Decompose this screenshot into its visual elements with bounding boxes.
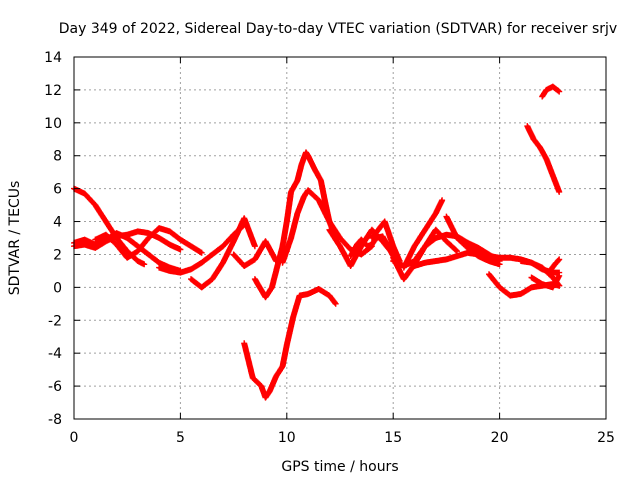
x-axis-label: GPS time / hours <box>281 459 398 475</box>
grid-layer <box>74 57 606 419</box>
series-markers <box>241 286 339 401</box>
series-markers <box>188 215 258 291</box>
tick-layer: 0 5 10 15 20 25 -8 -6 -4 -2 0 2 4 6 8 10 12 14 <box>44 50 615 446</box>
y-axis-label: SDTVAR / TECUs <box>7 181 23 296</box>
chart-title: Day 349 of 2022, Sidereal Day-to-day VTE… <box>59 21 617 37</box>
x-tick-label: 25 <box>597 430 615 446</box>
series-track-25 <box>524 123 563 195</box>
series-track-26 <box>539 83 563 100</box>
y-tick-label: -4 <box>48 346 62 362</box>
series-markers <box>390 226 460 283</box>
series-track-9 <box>241 286 339 401</box>
y-tick-label: 10 <box>44 116 62 132</box>
y-tick-label: 8 <box>53 149 62 165</box>
series-track-23 <box>528 272 563 291</box>
y-tick-label: 12 <box>44 83 62 99</box>
series-track-8 <box>251 243 286 301</box>
y-tick-label: -6 <box>48 379 62 395</box>
y-tick-label: -8 <box>48 412 62 428</box>
y-tick-label: -2 <box>48 313 62 329</box>
x-tick-label: 5 <box>176 430 185 446</box>
y-tick-label: 2 <box>53 247 62 263</box>
series-track-4 <box>92 225 205 261</box>
data-layer <box>71 83 563 401</box>
series-markers <box>368 218 403 264</box>
series-track-14 <box>368 218 403 264</box>
y-tick-label: 4 <box>53 215 62 231</box>
series-track-16 <box>390 226 460 283</box>
x-tick-label: 10 <box>278 430 296 446</box>
y-tick-label: 6 <box>53 182 62 198</box>
series-markers <box>400 197 446 271</box>
series-track-24 <box>545 256 563 276</box>
series-markers <box>539 83 563 100</box>
series-track-19 <box>443 213 503 268</box>
series-track-6 <box>188 215 258 291</box>
series-markers <box>251 243 286 301</box>
series-markers <box>524 123 563 195</box>
series-markers <box>545 256 563 276</box>
series-track-17 <box>400 197 446 271</box>
series-markers <box>528 272 563 291</box>
x-tick-label: 15 <box>384 430 402 446</box>
y-tick-label: 0 <box>53 280 62 296</box>
x-tick-label: 20 <box>491 430 509 446</box>
series-markers <box>92 225 205 261</box>
plot-frame <box>73 56 607 420</box>
x-tick-label: 0 <box>70 430 79 446</box>
series-markers <box>443 213 503 268</box>
y-tick-label: 14 <box>44 50 62 66</box>
